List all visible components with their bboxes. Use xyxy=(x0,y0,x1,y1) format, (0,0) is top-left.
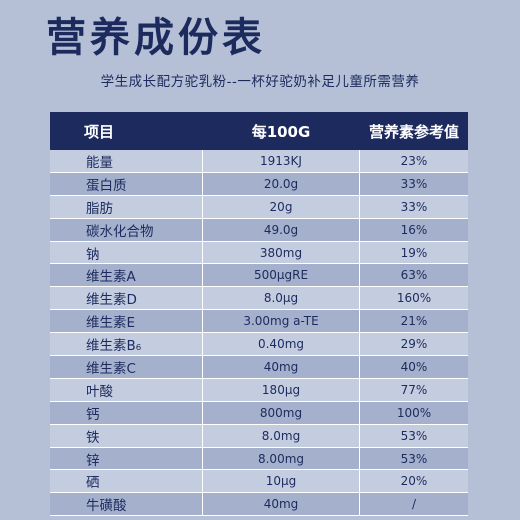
per-100g-value: 8.0mg xyxy=(202,425,360,447)
per-100g-value: 8.00mg xyxy=(202,448,360,470)
per-100g-value: 380mg xyxy=(202,242,360,264)
table-header: 项目 每100G 营养素参考值 xyxy=(50,112,468,150)
per-100g-value: 500μgRE xyxy=(202,264,360,286)
header-nrv: 营养素参考值 xyxy=(360,121,468,142)
nrv-value: 63% xyxy=(360,264,468,286)
per-100g-value: 40mg xyxy=(202,356,360,378)
table-body: 能量 1913KJ 23% 蛋白质 20.0g 33% 脂肪 20g 33% 碳水化合物 49.0g… xyxy=(50,150,468,516)
nutrient-name: 牛磺酸 xyxy=(50,494,202,514)
nrv-value: 21% xyxy=(360,310,468,332)
per-100g-value: 10μg xyxy=(202,470,360,492)
nrv-value: 29% xyxy=(360,333,468,355)
table-row: 维生素B₆ 0.40mg 29% xyxy=(50,333,468,356)
per-100g-value: 1913KJ xyxy=(202,150,360,172)
table-row: 硒 10μg 20% xyxy=(50,470,468,493)
nrv-value: / xyxy=(360,493,468,515)
nutrient-name: 钠 xyxy=(50,243,202,263)
nrv-value: 16% xyxy=(360,219,468,241)
nrv-value: 40% xyxy=(360,356,468,378)
per-100g-value: 0.40mg xyxy=(202,333,360,355)
nutrient-name: 碳水化合物 xyxy=(50,220,202,240)
nutrient-name: 能量 xyxy=(50,151,202,171)
nutrient-name: 维生素E xyxy=(50,311,202,331)
nrv-value: 23% xyxy=(360,150,468,172)
nutrient-name: 维生素B₆ xyxy=(50,334,202,354)
nutrient-name: 维生素D xyxy=(50,288,202,308)
table-row: 维生素A 500μgRE 63% xyxy=(50,264,468,287)
per-100g-value: 8.0μg xyxy=(202,287,360,309)
table-row: 叶酸 180μg 77% xyxy=(50,379,468,402)
header-item: 项目 xyxy=(50,121,202,142)
table-row: 蛋白质 20.0g 33% xyxy=(50,173,468,196)
page-title: 营养成份表 xyxy=(46,10,266,66)
header-per-100g: 每100G xyxy=(202,121,360,142)
nrv-value: 160% xyxy=(360,287,468,309)
nutrient-name: 蛋白质 xyxy=(50,174,202,194)
per-100g-value: 800mg xyxy=(202,402,360,424)
table-row: 维生素E 3.00mg a-TE 21% xyxy=(50,310,468,333)
table-row: 钙 800mg 100% xyxy=(50,402,468,425)
table-row: 锌 8.00mg 53% xyxy=(50,448,468,471)
nutrient-name: 钙 xyxy=(50,403,202,423)
nrv-value: 77% xyxy=(360,379,468,401)
per-100g-value: 40mg xyxy=(202,493,360,515)
table-row: 牛磺酸 40mg / xyxy=(50,493,468,516)
nutrient-name: 维生素C xyxy=(50,357,202,377)
nutrition-table: 项目 每100G 营养素参考值 能量 1913KJ 23% 蛋白质 20.0g 33% 脂肪… xyxy=(50,112,468,516)
nutrient-name: 铁 xyxy=(50,426,202,446)
nrv-value: 53% xyxy=(360,448,468,470)
per-100g-value: 20.0g xyxy=(202,173,360,195)
nutrient-name: 叶酸 xyxy=(50,380,202,400)
per-100g-value: 3.00mg a-TE xyxy=(202,310,360,332)
table-row: 铁 8.0mg 53% xyxy=(50,425,468,448)
nutrient-name: 硒 xyxy=(50,471,202,491)
nrv-value: 33% xyxy=(360,173,468,195)
nutrient-name: 锌 xyxy=(50,449,202,469)
nrv-value: 19% xyxy=(360,242,468,264)
table-row: 维生素D 8.0μg 160% xyxy=(50,287,468,310)
nrv-value: 20% xyxy=(360,470,468,492)
table-row: 碳水化合物 49.0g 16% xyxy=(50,219,468,242)
nrv-value: 100% xyxy=(360,402,468,424)
nutrient-name: 维生素A xyxy=(50,265,202,285)
per-100g-value: 49.0g xyxy=(202,219,360,241)
page-subtitle: 学生成长配方驼乳粉--一杯好驼奶补足儿童所需营养 xyxy=(0,70,520,90)
per-100g-value: 20g xyxy=(202,196,360,218)
table-row: 钠 380mg 19% xyxy=(50,242,468,265)
table-row: 脂肪 20g 33% xyxy=(50,196,468,219)
per-100g-value: 180μg xyxy=(202,379,360,401)
nrv-value: 53% xyxy=(360,425,468,447)
nrv-value: 33% xyxy=(360,196,468,218)
nutrient-name: 脂肪 xyxy=(50,197,202,217)
table-row: 能量 1913KJ 23% xyxy=(50,150,468,173)
table-row: 维生素C 40mg 40% xyxy=(50,356,468,379)
